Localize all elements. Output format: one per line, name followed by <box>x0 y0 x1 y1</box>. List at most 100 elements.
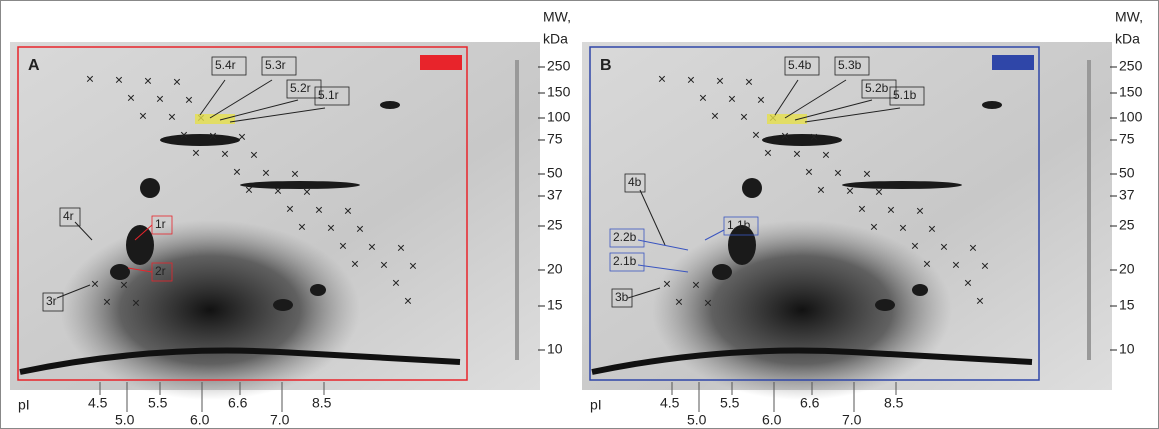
mw-label: 75 <box>547 131 563 147</box>
spot-label: 1.1b <box>727 218 751 232</box>
pi-label: 8.5 <box>884 395 904 411</box>
spot-marker: × <box>663 276 671 292</box>
label-bracket <box>611 288 633 308</box>
panel-frame <box>589 46 1040 381</box>
label-bracket <box>609 228 645 248</box>
label-bracket <box>42 292 64 312</box>
mw-label: 50 <box>547 165 563 181</box>
mw-label: 150 <box>547 84 571 100</box>
label-arrow <box>637 264 689 273</box>
spot-marker: × <box>704 295 712 311</box>
spot-marker: × <box>168 109 176 125</box>
spot-marker: × <box>952 257 960 273</box>
spot-marker: × <box>221 146 229 162</box>
spot-marker: × <box>127 90 135 106</box>
pi-label: 5.0 <box>687 412 707 428</box>
label-arrow <box>627 287 661 299</box>
gel-spot <box>140 178 160 198</box>
label-bracket <box>624 173 646 193</box>
spot-marker: × <box>923 256 931 272</box>
gel-smear <box>652 220 952 400</box>
spot-marker: × <box>185 92 193 108</box>
pi-label: 6.0 <box>190 412 210 428</box>
spot-marker: × <box>103 294 111 310</box>
spot-marker: × <box>969 240 977 256</box>
spot-cluster <box>195 114 235 124</box>
label-bracket <box>59 207 81 227</box>
spot-label: 5.4r <box>215 58 236 72</box>
spot-label: 2.2b <box>613 230 637 244</box>
spot-marker: × <box>863 166 871 182</box>
label-bracket <box>834 56 870 76</box>
spot-marker: × <box>86 71 94 87</box>
spot-marker: × <box>233 164 241 180</box>
spot-label: 4b <box>628 175 642 189</box>
gel-spot <box>310 284 326 296</box>
spot-marker: × <box>699 90 707 106</box>
label-bracket <box>889 86 925 106</box>
spot-marker: × <box>846 183 854 199</box>
mw-label: 100 <box>1119 109 1143 125</box>
spot-marker: × <box>409 258 417 274</box>
spot-marker: × <box>380 257 388 273</box>
spot-marker: × <box>397 240 405 256</box>
spot-label: 5.2b <box>865 81 889 95</box>
gel-spot <box>712 264 732 280</box>
spot-marker: × <box>368 239 376 255</box>
spot-marker: × <box>810 129 818 145</box>
mw-label: 15 <box>1119 297 1135 313</box>
spot-marker: × <box>675 294 683 310</box>
gel-front <box>591 347 1033 375</box>
spot-label: 3r <box>46 294 57 308</box>
label-arrow <box>784 79 847 119</box>
gel-front <box>19 347 461 375</box>
label-arrow <box>804 107 901 123</box>
spot-marker: × <box>764 145 772 161</box>
label-arrow <box>794 99 873 121</box>
spot-marker: × <box>180 127 188 143</box>
pi-label: 5.5 <box>720 395 740 411</box>
mw-title: MW, <box>1115 9 1143 25</box>
spot-label: 1r <box>155 217 166 231</box>
spot-marker: × <box>793 146 801 162</box>
spot-marker: × <box>740 109 748 125</box>
label-arrow <box>56 284 91 299</box>
label-arrow <box>219 99 299 121</box>
spot-marker: × <box>964 275 972 291</box>
spot-marker: × <box>916 203 924 219</box>
spot-marker: × <box>981 258 989 274</box>
mw-label: 25 <box>1119 217 1135 233</box>
mw-label: 10 <box>1119 341 1135 357</box>
spot-label: 2.1b <box>613 254 637 268</box>
gel-spot <box>742 178 762 198</box>
mw-label: 50 <box>1119 165 1135 181</box>
spot-marker: × <box>315 202 323 218</box>
spot-marker: × <box>115 72 123 88</box>
mw-label: 75 <box>1119 131 1135 147</box>
spot-marker: × <box>728 91 736 107</box>
spot-marker: × <box>404 293 412 309</box>
spot-label: 5.1r <box>318 88 339 102</box>
label-bracket <box>261 56 297 76</box>
spot-label: 4r <box>63 209 74 223</box>
gel-spot <box>240 181 360 189</box>
mw-title: kDa <box>543 31 568 47</box>
mw-label: 100 <box>547 109 571 125</box>
spot-marker: × <box>870 219 878 235</box>
panel-frame <box>17 46 468 381</box>
label-arrow <box>774 79 799 116</box>
gel-spot <box>912 284 928 296</box>
gel-spot <box>160 134 240 146</box>
spot-marker: × <box>392 275 400 291</box>
spot-marker: × <box>887 202 895 218</box>
spot-marker: × <box>262 165 270 181</box>
spot-marker: × <box>250 147 258 163</box>
pi-label: 5.0 <box>115 412 135 428</box>
spot-label: 5.2r <box>290 81 311 95</box>
spot-marker: × <box>291 166 299 182</box>
spot-marker: × <box>298 219 306 235</box>
spot-marker: × <box>274 183 282 199</box>
label-bracket <box>784 56 820 76</box>
pi-label: 4.5 <box>88 395 108 411</box>
